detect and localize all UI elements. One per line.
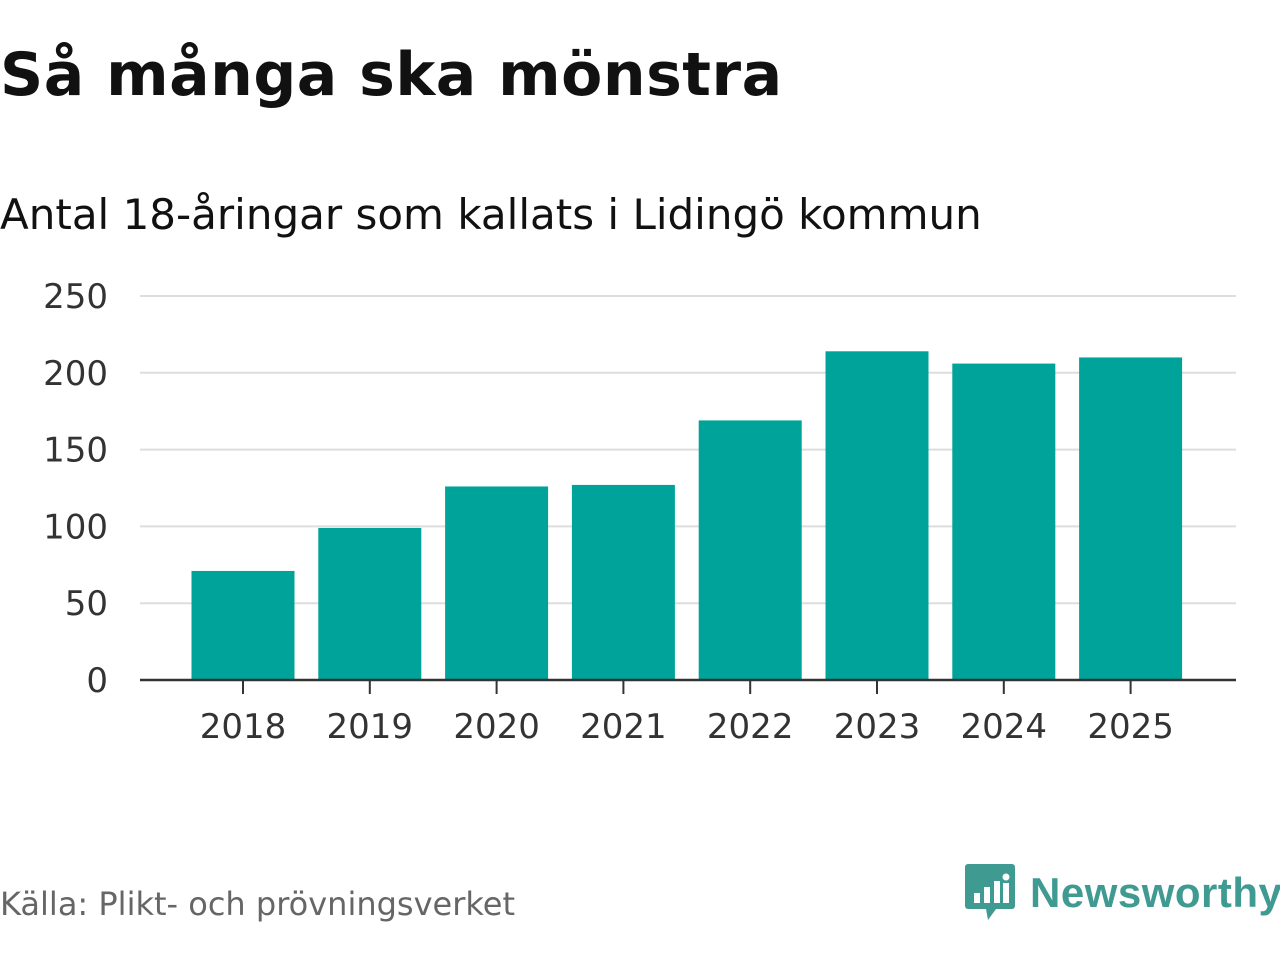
y-tick-label: 150 <box>43 431 108 471</box>
bar <box>571 484 675 680</box>
y-tick-label: 50 <box>65 584 108 624</box>
bar <box>698 420 802 680</box>
y-tick-label: 0 <box>86 661 108 701</box>
bar <box>825 351 929 680</box>
bar <box>445 486 549 680</box>
chart-title: Så många ska mönstra <box>0 40 783 110</box>
bar-chart: 0 50 100 150 200 250 2018 2019 2020 2021 2022 2023 2… <box>43 277 1236 747</box>
x-tick-label: 2021 <box>580 707 667 747</box>
chart-subtitle: Antal 18-åringar som kallats i Lidingö k… <box>0 190 982 239</box>
bar <box>191 570 295 680</box>
bar <box>318 527 422 680</box>
y-tick-label: 200 <box>43 354 108 394</box>
brand-name: Newsworthy <box>1030 869 1280 916</box>
brand-logo: Newsworthy <box>964 862 1280 924</box>
x-tick-label: 2024 <box>961 707 1048 747</box>
y-tick-label: 100 <box>43 507 108 547</box>
source-note: Källa: Plikt- och prövningsverket <box>0 885 515 923</box>
bar <box>1079 357 1183 680</box>
y-tick-label: 250 <box>43 277 108 317</box>
x-tick-label: 2019 <box>327 707 414 747</box>
x-tick-label: 2018 <box>200 707 287 747</box>
newsworthy-logo-icon <box>965 864 1015 920</box>
x-tick-label: 2023 <box>834 707 921 747</box>
bar <box>952 363 1056 680</box>
x-tick-label: 2020 <box>453 707 540 747</box>
x-tick-label: 2025 <box>1087 707 1174 747</box>
x-tick-label: 2022 <box>707 707 794 747</box>
